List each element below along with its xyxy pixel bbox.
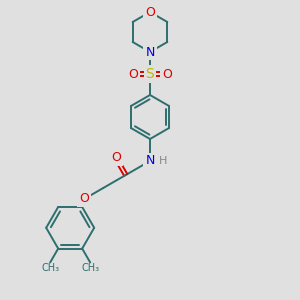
Text: O: O	[79, 193, 89, 206]
Text: CH₃: CH₃	[41, 263, 59, 273]
Text: S: S	[146, 67, 154, 81]
Text: H: H	[159, 156, 167, 166]
Text: O: O	[145, 5, 155, 19]
Text: O: O	[111, 151, 121, 164]
Text: N: N	[145, 46, 155, 59]
Text: O: O	[162, 68, 172, 80]
Text: O: O	[128, 68, 138, 80]
Text: N: N	[145, 154, 155, 167]
Text: CH₃: CH₃	[81, 263, 99, 273]
